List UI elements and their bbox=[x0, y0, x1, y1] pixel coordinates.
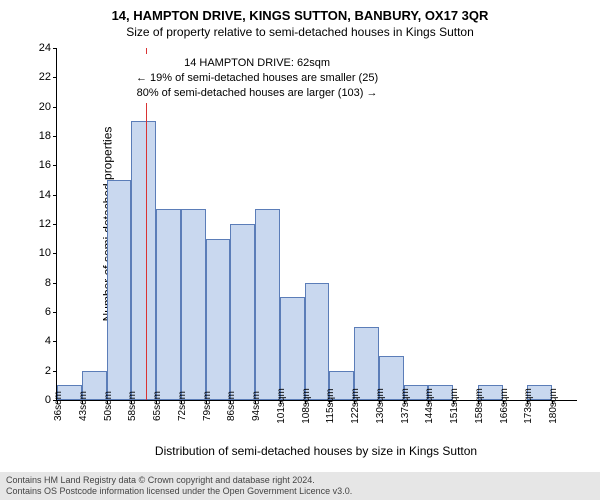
chart-container: 14, HAMPTON DRIVE, KINGS SUTTON, BANBURY… bbox=[0, 0, 600, 500]
x-tick-label: 58sqm bbox=[127, 391, 138, 421]
histogram-bar bbox=[305, 283, 330, 400]
annotation-box: 14 HAMPTON DRIVE: 62sqm← 19% of semi-det… bbox=[132, 54, 382, 103]
x-tick-label: 94sqm bbox=[251, 391, 262, 421]
x-tick-label: 166sqm bbox=[499, 388, 510, 424]
histogram-bar bbox=[181, 209, 206, 400]
y-tick-label: 4 bbox=[45, 335, 51, 347]
page-title: 14, HAMPTON DRIVE, KINGS SUTTON, BANBURY… bbox=[0, 0, 600, 23]
x-tick-label: 144sqm bbox=[424, 388, 435, 424]
y-tick-label: 12 bbox=[39, 218, 51, 230]
x-tick-label: 101sqm bbox=[276, 388, 287, 424]
y-tick-label: 10 bbox=[39, 247, 51, 259]
page-subtitle: Size of property relative to semi-detach… bbox=[0, 23, 600, 39]
annotation-title: 14 HAMPTON DRIVE: 62sqm bbox=[136, 56, 378, 71]
plot-area: 02468101214161820222436sqm43sqm50sqm58sq… bbox=[56, 48, 577, 401]
histogram-bar bbox=[230, 224, 255, 400]
x-tick-label: 72sqm bbox=[177, 391, 188, 421]
y-tick-label: 22 bbox=[39, 71, 51, 83]
annotation-line: ← 19% of semi-detached houses are smalle… bbox=[136, 71, 378, 86]
y-tick-label: 18 bbox=[39, 130, 51, 142]
y-tick-label: 2 bbox=[45, 365, 51, 377]
x-tick-label: 86sqm bbox=[226, 391, 237, 421]
annotation-line: 80% of semi-detached houses are larger (… bbox=[136, 86, 378, 101]
histogram-bar bbox=[156, 209, 181, 400]
x-axis-label: Distribution of semi-detached houses by … bbox=[56, 444, 576, 458]
x-tick-label: 130sqm bbox=[375, 388, 386, 424]
footer-attribution: Contains HM Land Registry data © Crown c… bbox=[0, 472, 600, 500]
y-tick-label: 24 bbox=[39, 42, 51, 54]
footer-line-2: Contains OS Postcode information license… bbox=[6, 486, 594, 497]
x-tick-label: 43sqm bbox=[78, 391, 89, 421]
x-tick-label: 137sqm bbox=[400, 388, 411, 424]
histogram-bar bbox=[206, 239, 231, 400]
x-tick-label: 158sqm bbox=[474, 388, 485, 424]
footer-line-1: Contains HM Land Registry data © Crown c… bbox=[6, 475, 594, 486]
histogram-bar bbox=[131, 121, 156, 400]
x-tick-label: 173sqm bbox=[523, 388, 534, 424]
x-tick-label: 79sqm bbox=[202, 391, 213, 421]
y-tick-label: 20 bbox=[39, 101, 51, 113]
histogram-bar bbox=[255, 209, 280, 400]
x-tick-label: 115sqm bbox=[325, 389, 336, 424]
histogram-bar bbox=[280, 297, 305, 400]
x-tick-label: 180sqm bbox=[548, 388, 559, 424]
x-tick-label: 108sqm bbox=[301, 388, 312, 424]
y-tick-label: 8 bbox=[45, 277, 51, 289]
x-tick-label: 50sqm bbox=[103, 391, 114, 421]
x-tick-label: 151sqm bbox=[449, 388, 460, 424]
x-tick-label: 65sqm bbox=[152, 391, 163, 421]
histogram-bar bbox=[107, 180, 132, 400]
y-tick-label: 0 bbox=[45, 394, 51, 406]
y-tick-label: 6 bbox=[45, 306, 51, 318]
x-tick-label: 36sqm bbox=[53, 391, 64, 421]
y-tick-label: 14 bbox=[39, 189, 51, 201]
y-tick-label: 16 bbox=[39, 159, 51, 171]
x-tick-label: 122sqm bbox=[350, 388, 361, 424]
